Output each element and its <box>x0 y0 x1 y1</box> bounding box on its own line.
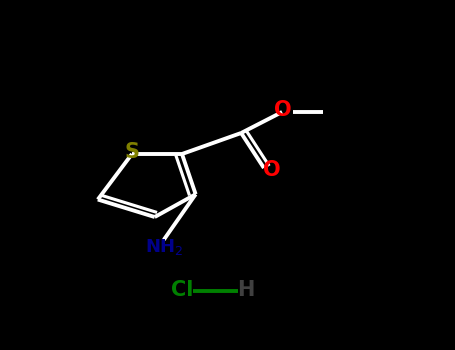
Text: O: O <box>274 100 292 120</box>
Text: S: S <box>125 142 139 162</box>
Text: Cl: Cl <box>171 280 193 301</box>
Text: NH$_2$: NH$_2$ <box>145 237 183 257</box>
Text: H: H <box>237 280 254 301</box>
Text: O: O <box>263 160 281 180</box>
